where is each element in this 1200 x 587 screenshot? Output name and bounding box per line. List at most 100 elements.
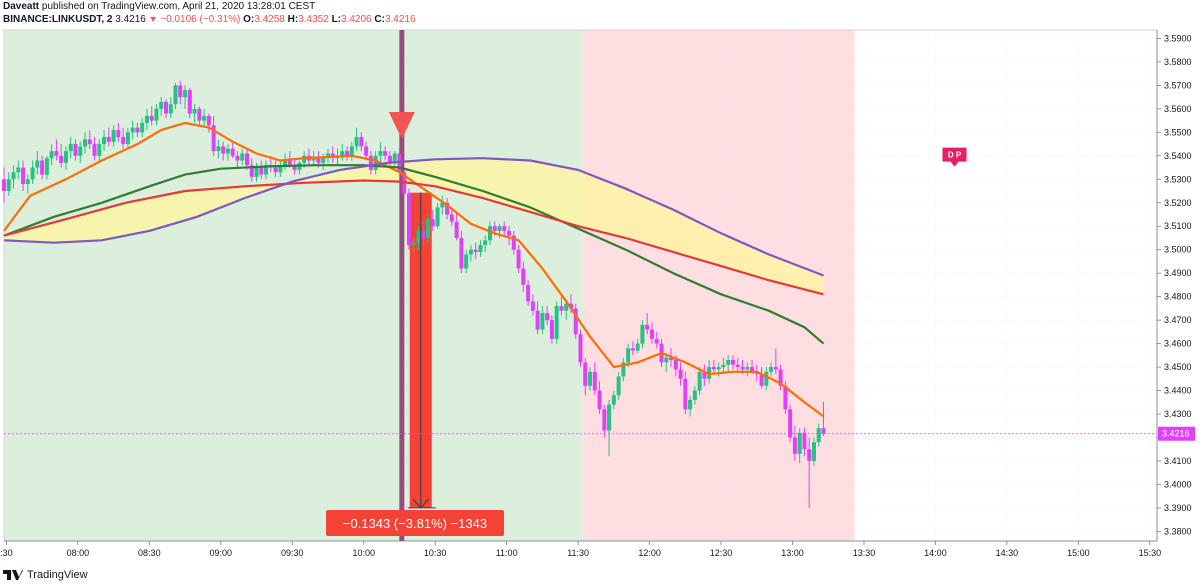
y-tick-label: 3.4600 [1164,339,1192,349]
candle-body [30,167,35,180]
tradingview-logo-icon[interactable] [3,570,23,580]
symbol-name: BINANCE:LINKUSDT, 2 [3,14,113,25]
candle-body [135,127,140,133]
x-tick-label: 14:30 [996,548,1019,558]
candle-body [349,146,354,156]
candle-body [750,367,755,372]
y-tick-label: 3.4800 [1164,292,1192,302]
candle-body [588,371,593,386]
low-value: 3.4206 [341,14,372,25]
ma-cloud-fill [4,158,824,295]
candle-body [678,369,683,379]
candle-body [645,324,650,330]
candle-body [564,303,569,311]
candle-body [392,153,397,163]
candle-body [578,334,583,363]
y-tick-label: 3.3900 [1164,503,1192,513]
candle-body [359,137,364,147]
author-name[interactable]: Daveatt [3,1,40,12]
candle-body [464,254,469,269]
candle-body [788,409,793,438]
candle-body [487,226,492,241]
candle-body [611,395,616,405]
y-tick-label: 3.5900 [1164,33,1192,43]
candle-body [430,219,435,227]
candle-body [664,357,669,363]
candle-body [6,179,11,192]
ma-line-1 [3,164,825,345]
close-value: 3.4216 [384,14,416,25]
price-chart[interactable]: −0.1343 (−3.81%) −1343 D P 3.5900 3.5800 3.5… [0,28,1200,568]
candle-body [240,153,245,161]
candle-body [783,385,788,410]
y-tick-label: 3.4400 [1164,386,1192,396]
candle-body [764,371,769,386]
candle-body [2,179,6,192]
x-tick-label: 11:00 [496,548,518,558]
candle-body [649,329,654,339]
candle-body [216,146,221,152]
ma-line-2 [3,179,824,296]
y-tick-label: 3.5000 [1164,245,1192,255]
candle-body [97,144,102,156]
close-label: C: [374,14,385,25]
candle-body [621,362,626,377]
candle-body [92,144,97,156]
candle-body [302,155,307,163]
candle-body [59,155,64,163]
candle-body [778,369,783,386]
y-tick-label: 3.5100 [1164,221,1192,231]
candle-body [225,148,230,154]
candle-body [345,151,350,156]
candle-body [635,343,640,351]
x-tick-label: :30 [0,548,13,558]
candle-body [78,146,83,156]
candle-body [535,310,540,330]
candle-body [692,390,697,400]
candle-body [616,376,621,396]
candle-body [206,115,211,126]
candle-body [711,367,716,370]
candle-body [163,101,168,114]
candle-body [468,249,473,255]
candle-body [316,158,321,163]
candle-body [244,153,249,166]
y-tick-label: 3.4000 [1164,479,1192,489]
candle-body [287,160,292,166]
candle-body [526,284,531,302]
measure-label-box [326,510,504,536]
measure-label: −0.1343 (−3.81%) −1343 [326,510,504,536]
candle-body [716,367,721,370]
zone-0 [4,30,583,541]
candle-body [183,90,188,98]
candle-body [368,155,373,170]
candle-body [16,167,21,173]
candle-body [573,308,578,335]
candle-body [144,115,149,123]
candle-body [583,362,588,386]
candle-body [283,160,288,166]
high-label: H: [287,14,299,25]
candle-body [411,242,416,246]
measure-label-text: −0.1343 (−3.81%) −1343 [343,516,487,531]
candle-body [40,160,45,175]
candle-body [154,108,159,121]
candle-body [149,115,154,121]
candle-body [235,155,240,161]
candle-body [111,129,116,142]
candle-body [416,230,421,243]
candle-body [669,357,674,361]
candle-body [168,104,173,114]
last-price: 3.4216 [115,14,146,25]
candle-body [607,404,612,431]
candle-body [483,240,488,246]
candle-body [492,226,497,231]
candle-body [602,409,607,431]
candle-body [364,146,369,156]
candle-body [745,367,750,370]
footer-brand[interactable]: TradingView [27,569,88,581]
candle-body [792,437,797,454]
candle-body [125,132,130,145]
candle-body [325,153,330,159]
low-label: L: [331,14,342,25]
